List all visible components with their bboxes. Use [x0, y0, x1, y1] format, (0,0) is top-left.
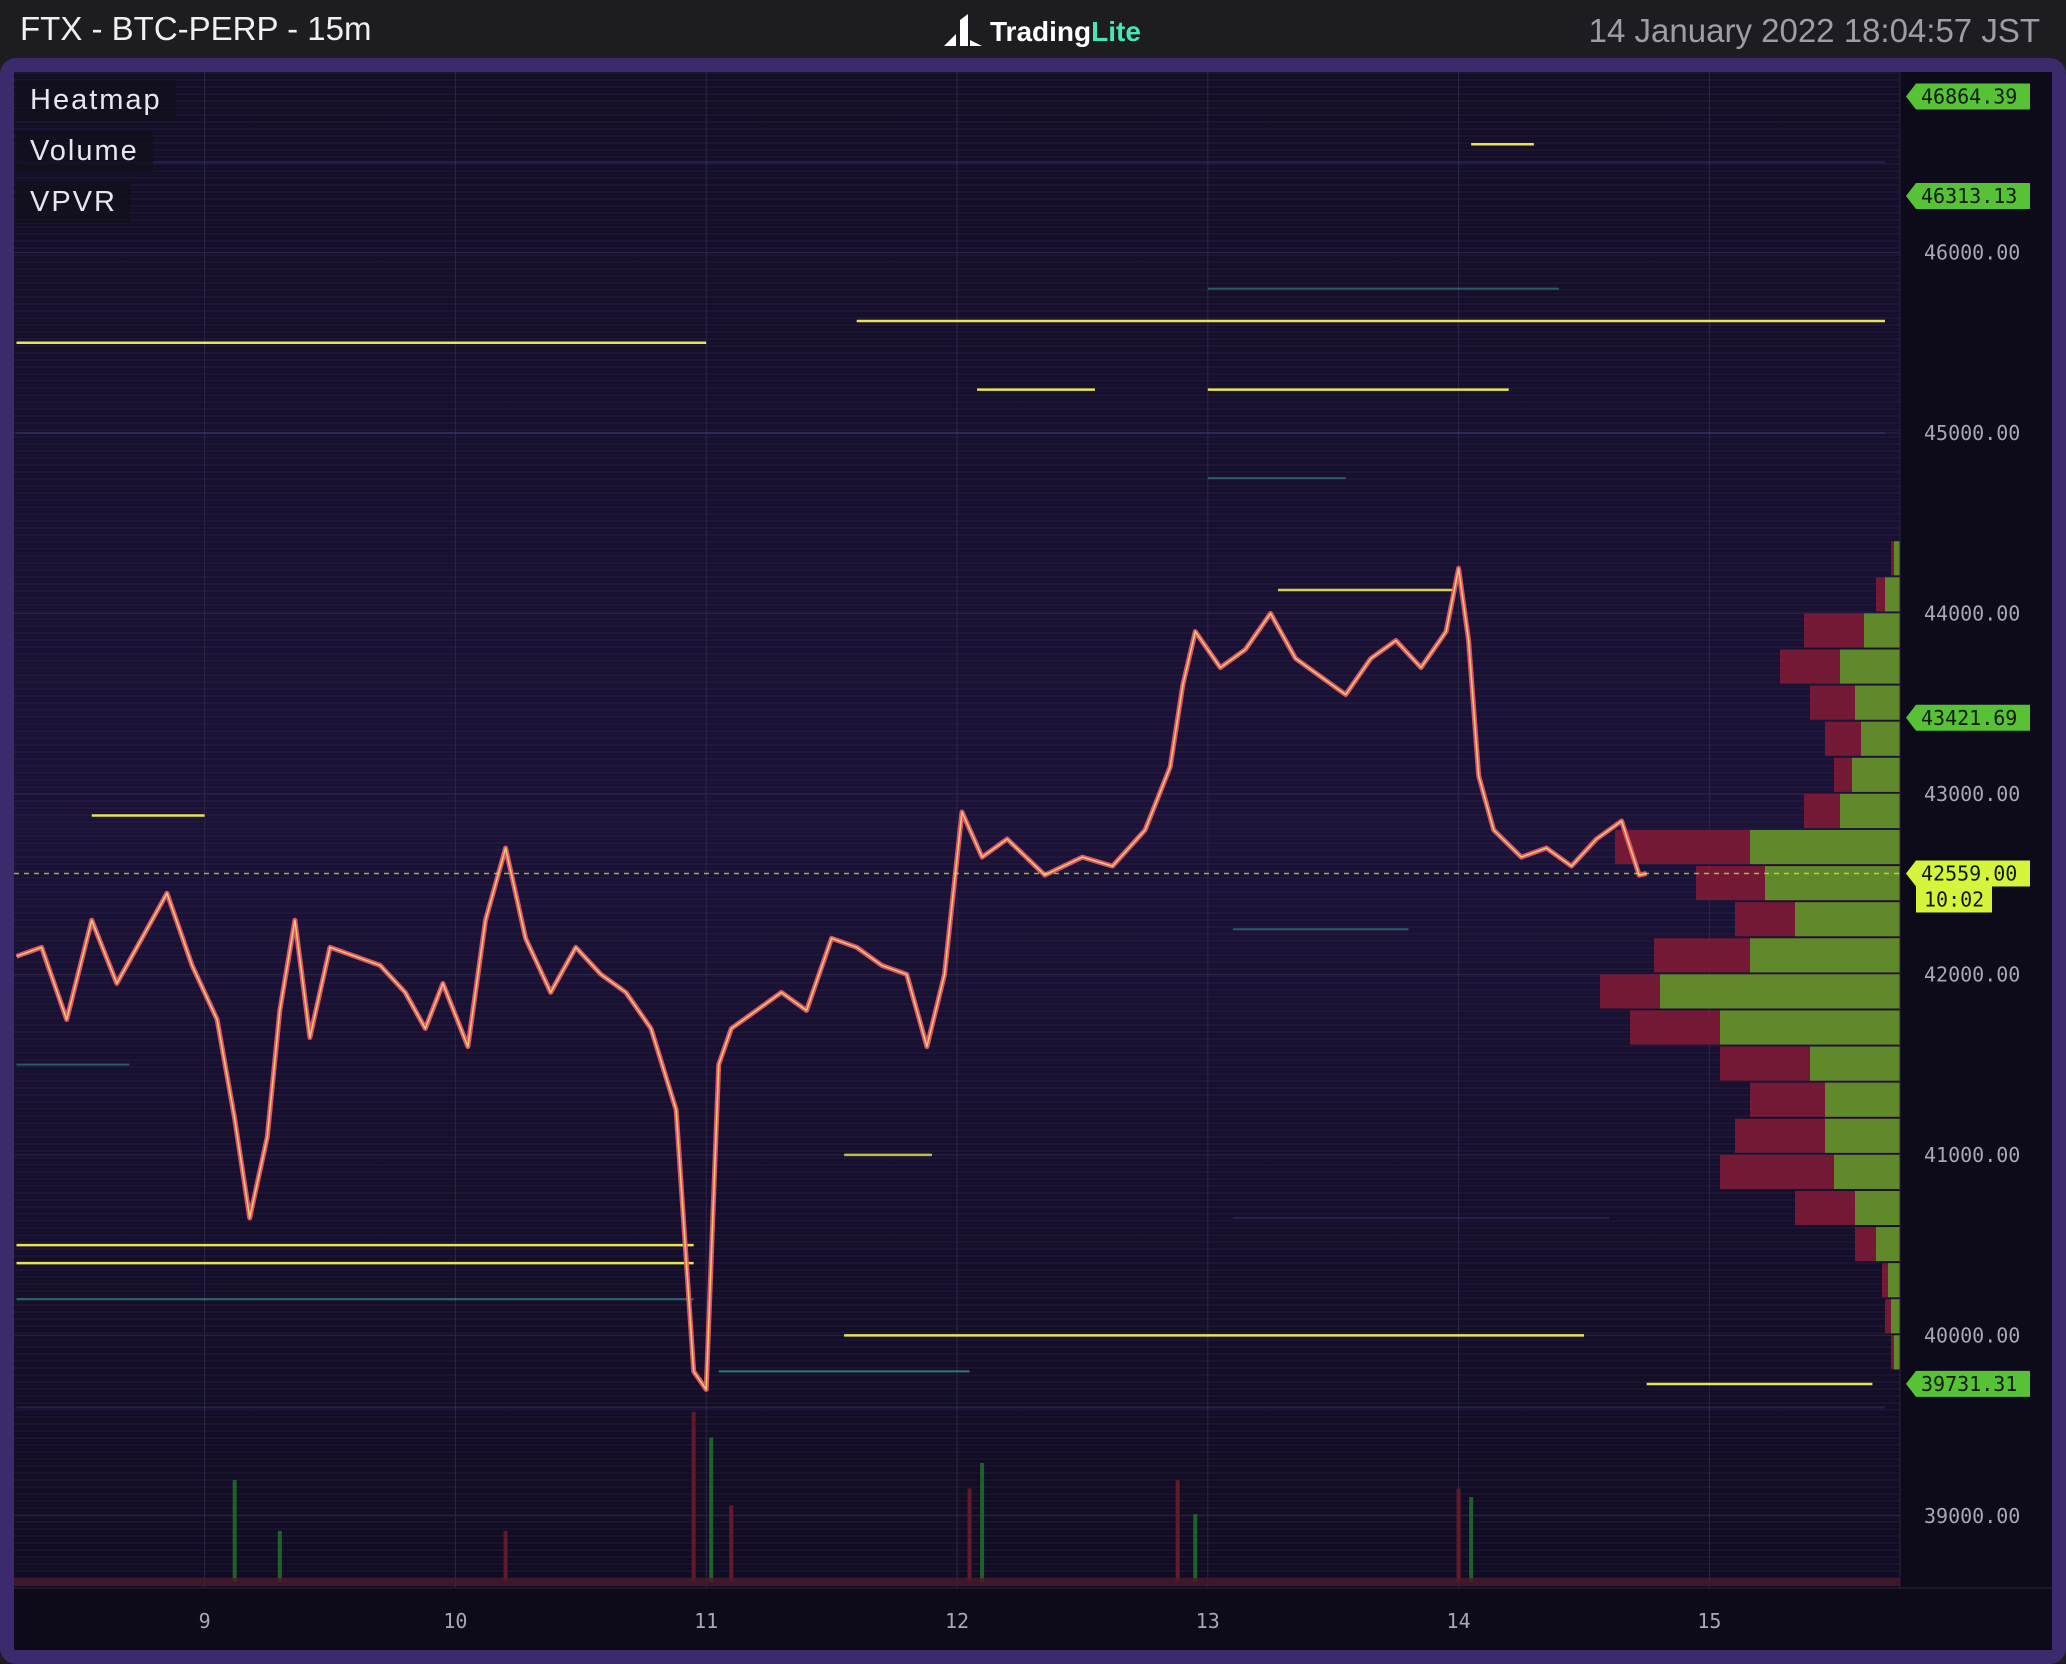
vpvr-buy-bar — [1720, 1010, 1900, 1045]
vpvr-buy-bar — [1891, 1299, 1900, 1334]
price-series — [15, 565, 1648, 1392]
volume-bar — [277, 1531, 282, 1582]
time-axis-background — [14, 1588, 2052, 1650]
time-tick-label: 9 — [199, 1609, 211, 1633]
vpvr-buy-bar — [1795, 902, 1900, 937]
time-tick-label: 15 — [1697, 1609, 1721, 1633]
volume-bar — [691, 1412, 696, 1582]
chart-title: FTX - BTC-PERP - 15m — [20, 10, 372, 47]
price-tag-label: 39731.31 — [1921, 1372, 2017, 1396]
volume-baseline — [14, 1578, 1900, 1586]
volume-bar — [1193, 1514, 1198, 1582]
time-axis[interactable]: 9 10 11 12 13 14 15 — [199, 1609, 1722, 1633]
vpvr-buy-bar — [1750, 830, 1900, 865]
price-tags: 46864.39 46313.13 43421.69 39731.31 42559.00… — [1906, 83, 2030, 1397]
legend-vpvr[interactable]: VPVR — [16, 182, 131, 223]
price-tick-label: 43000.00 — [1924, 782, 2020, 806]
price-tick-label: 40000.00 — [1924, 1323, 2020, 1347]
vpvr-buy-bar — [1885, 577, 1900, 612]
legend-volume[interactable]: Volume — [16, 131, 153, 172]
volume-bar — [729, 1505, 734, 1582]
vpvr-buy-bar — [1888, 1263, 1900, 1298]
volume-bar — [503, 1531, 508, 1582]
time-tick-label: 14 — [1447, 1609, 1471, 1633]
volume-bar — [1469, 1497, 1474, 1582]
price-tag-shape — [1906, 182, 2030, 209]
price-tick-label: 39000.00 — [1924, 1504, 2020, 1528]
price-tick-label: 45000.00 — [1924, 421, 2020, 445]
legend-heatmap[interactable]: Heatmap — [16, 80, 176, 121]
price-tick-label: 42000.00 — [1924, 962, 2020, 986]
vpvr-buy-bar — [1825, 1118, 1900, 1153]
indicator-legend: Heatmap Volume VPVR — [16, 80, 176, 233]
vpvr-buy-bar — [1855, 1190, 1900, 1226]
countdown-tag-shape — [1916, 886, 1992, 913]
timestamp: 14 January 2022 18:04:57 JST — [1588, 12, 2040, 49]
vpvr-buy-bar — [1660, 974, 1900, 1009]
vpvr-profile — [1600, 541, 1900, 1370]
vpvr-buy-bar — [1894, 541, 1900, 576]
vpvr-buy-bar — [1855, 685, 1900, 720]
grid-lines — [14, 72, 1900, 1588]
vpvr-buy-bar — [1834, 1154, 1900, 1189]
price-tick-label: 41000.00 — [1924, 1143, 2020, 1167]
brand-name: TradingLite — [990, 16, 1141, 47]
price-tag-shape — [1906, 704, 2030, 731]
vpvr-buy-bar — [1765, 866, 1900, 901]
volume-bar — [1456, 1488, 1461, 1582]
vpvr-buy-bar — [1852, 757, 1900, 792]
vpvr-buy-bar — [1750, 938, 1900, 973]
price-axis[interactable]: 39000.00 40000.00 41000.00 42000.00 43000.00… — [1924, 240, 2020, 1527]
vpvr-buy-bar — [1840, 649, 1900, 684]
vpvr-buy-bar — [1810, 1046, 1900, 1081]
price-axis-background — [1900, 72, 2052, 1588]
volume-bar — [1175, 1480, 1180, 1582]
price-line-highlight — [16, 567, 1647, 1391]
price-tick-label: 46000.00 — [1924, 240, 2020, 264]
vpvr-buy-bar — [1825, 1082, 1900, 1117]
price-tag-shape — [1906, 1370, 2030, 1397]
liquidity-levels — [16, 142, 1885, 1409]
vpvr-buy-bar — [1876, 1227, 1900, 1262]
vpvr-buy-bar — [1840, 793, 1900, 828]
time-tick-label: 10 — [443, 1609, 467, 1633]
price-tag-label: 46864.39 — [1921, 84, 2017, 108]
vpvr-buy-bar — [1861, 721, 1900, 756]
time-tick-label: 11 — [694, 1609, 718, 1633]
brand-logo: TradingLite — [942, 12, 1141, 52]
volume-bars — [14, 1412, 1900, 1586]
time-tick-label: 13 — [1196, 1609, 1220, 1633]
price-tag-shape — [1906, 83, 2030, 110]
vpvr-buy-bar — [1894, 1335, 1900, 1370]
current-price-tag-label: 42559.00 — [1921, 861, 2017, 885]
price-tag-label: 46313.13 — [1921, 184, 2017, 208]
volume-bar — [980, 1463, 985, 1582]
price-tag-label: 43421.69 — [1921, 706, 2017, 730]
volume-bar — [967, 1488, 972, 1582]
volume-bar — [709, 1437, 714, 1582]
price-tick-label: 44000.00 — [1924, 601, 2020, 625]
volume-bar — [232, 1480, 237, 1582]
vpvr-buy-bar — [1864, 613, 1900, 648]
countdown-tag-label: 10:02 — [1924, 887, 1984, 911]
top-bar: FTX - BTC-PERP - 15m TradingLite 14 Janu… — [0, 0, 2066, 58]
heatmap-chart[interactable]: 39000.00 40000.00 41000.00 42000.00 43000.00… — [14, 72, 2052, 1650]
time-tick-label: 12 — [945, 1609, 969, 1633]
tradinglite-logo-icon — [944, 14, 982, 46]
current-price-tag-shape — [1906, 860, 2030, 887]
